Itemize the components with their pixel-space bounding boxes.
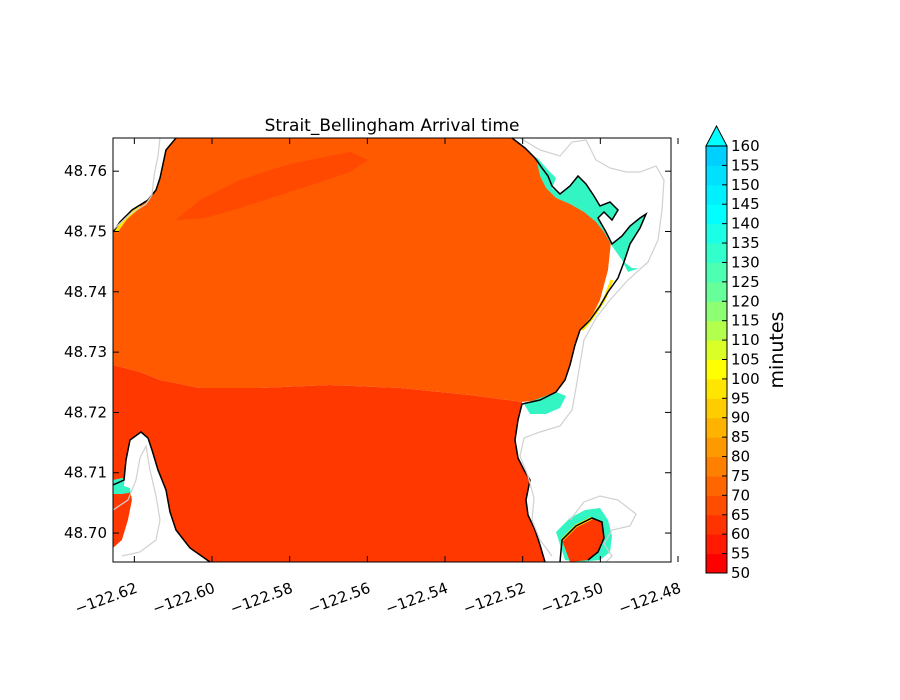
colorbar-swatch bbox=[706, 417, 727, 438]
colorbar-tick-label: 125 bbox=[731, 273, 760, 291]
y-tick-label: 48.74 bbox=[64, 283, 107, 301]
x-tick-label: −122.48 bbox=[616, 579, 683, 618]
x-tick-label: −122.58 bbox=[228, 579, 295, 618]
colorbar-tick-label: 65 bbox=[731, 506, 750, 524]
colorbar-tick-label: 85 bbox=[731, 428, 750, 446]
colorbar-tick-label: 95 bbox=[731, 389, 750, 407]
colorbar-tick-label: 130 bbox=[731, 253, 760, 271]
colorbar-extend-arrow bbox=[705, 124, 728, 147]
water-south-region bbox=[113, 365, 545, 562]
colorbar-swatch bbox=[706, 184, 727, 205]
colorbar-tick-label: 90 bbox=[731, 409, 750, 427]
x-tick-label: −122.56 bbox=[305, 579, 372, 618]
colorbar-tick-label: 115 bbox=[731, 312, 760, 330]
colorbar-swatch bbox=[706, 378, 727, 399]
x-tick-label: −122.54 bbox=[383, 579, 450, 618]
y-tick-label: 48.73 bbox=[64, 343, 107, 361]
colorbar-swatch bbox=[706, 301, 727, 322]
topo-contour-southeast bbox=[569, 495, 637, 562]
colorbar-swatch bbox=[706, 204, 727, 225]
x-tick-label: −122.62 bbox=[72, 579, 139, 618]
colorbar-label: minutes bbox=[766, 312, 788, 389]
colorbar-swatch bbox=[706, 223, 727, 244]
colorbar-swatch bbox=[706, 456, 727, 477]
colorbar-tick-label: 100 bbox=[731, 370, 760, 388]
colorbar-tick-label: 110 bbox=[731, 331, 760, 349]
plot-frame bbox=[112, 137, 672, 563]
land-east-inlets bbox=[520, 138, 671, 270]
y-tick-label: 48.70 bbox=[64, 524, 107, 542]
land-west-headland bbox=[113, 432, 210, 562]
colorbar-tick-label: 55 bbox=[731, 545, 750, 563]
colorbar-swatch bbox=[706, 146, 727, 166]
colorbar-tick-label: 120 bbox=[731, 292, 760, 310]
y-tick-label: 48.75 bbox=[64, 222, 107, 240]
y-axis-ticks: 48.70 48.71 48.72 48.73 48.74 48.75 48.76 bbox=[64, 162, 671, 542]
colorbar-swatch bbox=[706, 437, 727, 458]
colorbar-swatch bbox=[706, 320, 727, 341]
colorbar-tick-label: 135 bbox=[731, 234, 760, 252]
chart-title: Strait_Bellingham Arrival time bbox=[265, 116, 520, 136]
topo-contour-west-headland bbox=[113, 444, 161, 557]
x-tick-label: −122.52 bbox=[461, 579, 528, 618]
colorbar-tick-label: 160 bbox=[731, 137, 760, 155]
coastline-west-headland bbox=[113, 431, 211, 562]
colorbar-tick-label: 105 bbox=[731, 351, 760, 369]
colorbar-swatch bbox=[706, 359, 727, 380]
late-arrival-zone-mideast bbox=[524, 392, 566, 414]
southeast-inlet bbox=[562, 518, 604, 562]
colorbar-swatch bbox=[706, 165, 727, 186]
y-tick-label: 48.71 bbox=[64, 464, 107, 482]
early-arrival-tongue bbox=[176, 152, 368, 220]
water-north-region bbox=[113, 138, 612, 402]
colorbar-tick-label: 140 bbox=[731, 215, 760, 233]
colorbar-swatch bbox=[706, 495, 727, 516]
colorbar-swatch bbox=[706, 262, 727, 283]
x-tick-label: −122.50 bbox=[538, 579, 605, 618]
x-tick-label: −122.60 bbox=[150, 579, 217, 618]
arrival-time-map bbox=[113, 138, 671, 562]
colorbar-swatch bbox=[706, 553, 727, 574]
topo-contour-east bbox=[519, 138, 665, 557]
water-west-strip bbox=[113, 486, 132, 548]
y-tick-label: 48.72 bbox=[64, 403, 107, 421]
y-tick-label: 48.76 bbox=[64, 162, 107, 180]
colorbar-swatch bbox=[706, 243, 727, 263]
colorbar-swatch bbox=[706, 475, 727, 496]
colorbar-swatch bbox=[706, 398, 727, 419]
colorbar-tick-label: 75 bbox=[731, 467, 750, 485]
coastline-southeast bbox=[559, 517, 605, 562]
colorbar-tick-label: 155 bbox=[731, 156, 760, 174]
colorbar-tick-label: 70 bbox=[731, 486, 750, 504]
colorbar-swatch bbox=[706, 534, 727, 555]
colorbar-swatch bbox=[706, 514, 727, 535]
topo-contour-west bbox=[113, 138, 161, 231]
colorbar-tick-label: 145 bbox=[731, 195, 760, 213]
colorbar-tick-label: 150 bbox=[731, 176, 760, 194]
colorbar-tick-label: 80 bbox=[731, 448, 750, 466]
coastline-east bbox=[511, 138, 648, 562]
colorbar-swatch bbox=[706, 340, 727, 360]
colorbar-swatch bbox=[706, 281, 727, 302]
colorbar-tick-label: 60 bbox=[731, 525, 750, 543]
colorbar-tick-label: 50 bbox=[731, 564, 750, 582]
